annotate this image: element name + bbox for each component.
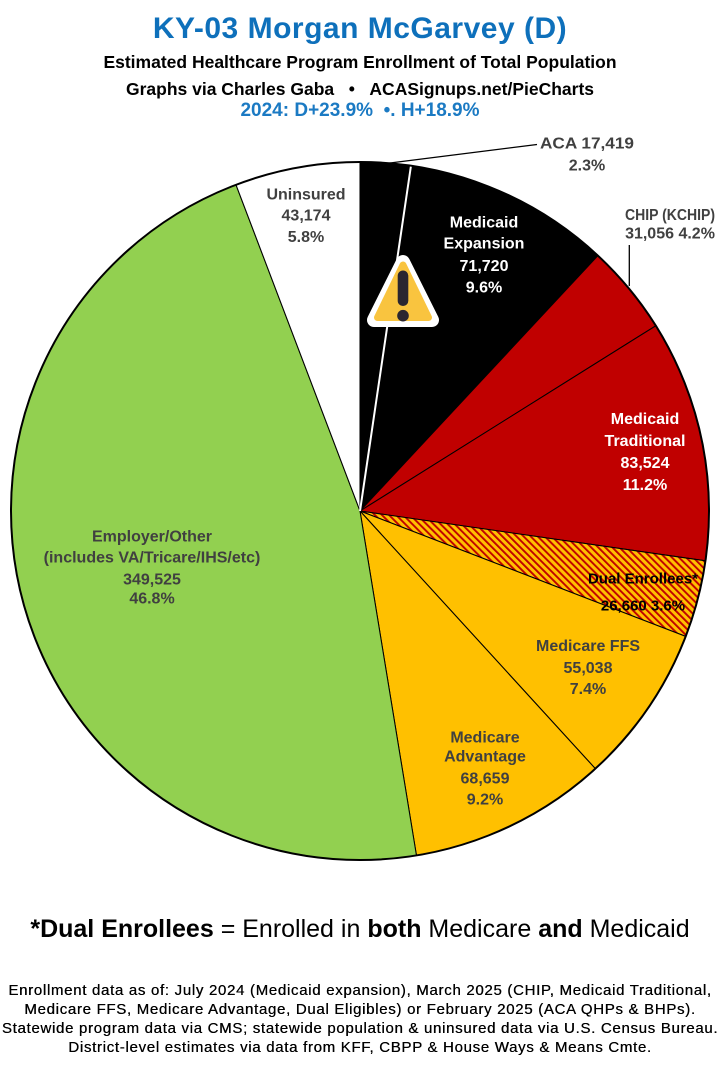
- svg-text:ACA 17,419: ACA 17,419: [540, 136, 634, 153]
- svg-text:68,659: 68,659: [461, 771, 510, 788]
- svg-text:2.3%: 2.3%: [569, 158, 605, 175]
- svg-text:Employer/Other: Employer/Other: [92, 529, 212, 546]
- svg-text:Uninsured: Uninsured: [266, 187, 345, 204]
- svg-text:Medicaid: Medicaid: [450, 215, 518, 232]
- svg-text:7.4%: 7.4%: [570, 681, 606, 698]
- svg-text:46.8%: 46.8%: [129, 591, 174, 608]
- svg-text:9.6%: 9.6%: [466, 280, 502, 297]
- svg-text:(includes VA/Tricare/IHS/etc): (includes VA/Tricare/IHS/etc): [44, 550, 261, 567]
- svg-text:Advantage: Advantage: [444, 749, 526, 766]
- svg-text:71,720: 71,720: [460, 258, 509, 275]
- svg-text:5.8%: 5.8%: [288, 229, 324, 246]
- svg-text:83,524: 83,524: [621, 455, 670, 472]
- svg-text:CHIP (KCHIP): CHIP (KCHIP): [625, 207, 715, 224]
- svg-text:Expansion: Expansion: [444, 236, 525, 253]
- svg-text:349,525: 349,525: [123, 572, 181, 589]
- svg-text:9.2%: 9.2%: [467, 792, 503, 809]
- svg-text:Medicare: Medicare: [450, 730, 519, 747]
- svg-text:31,056 4.2%: 31,056 4.2%: [625, 226, 715, 243]
- svg-text:11.2%: 11.2%: [623, 477, 667, 494]
- svg-text:Medicaid: Medicaid: [611, 411, 679, 428]
- svg-text:Dual Enrollees*: Dual Enrollees*: [588, 571, 698, 588]
- svg-text:26,660 3.6%: 26,660 3.6%: [601, 598, 685, 615]
- svg-text:Medicare FFS: Medicare FFS: [536, 638, 640, 655]
- svg-text:Traditional: Traditional: [605, 433, 686, 450]
- svg-text:43,174: 43,174: [282, 208, 331, 225]
- svg-text:55,038: 55,038: [564, 660, 613, 677]
